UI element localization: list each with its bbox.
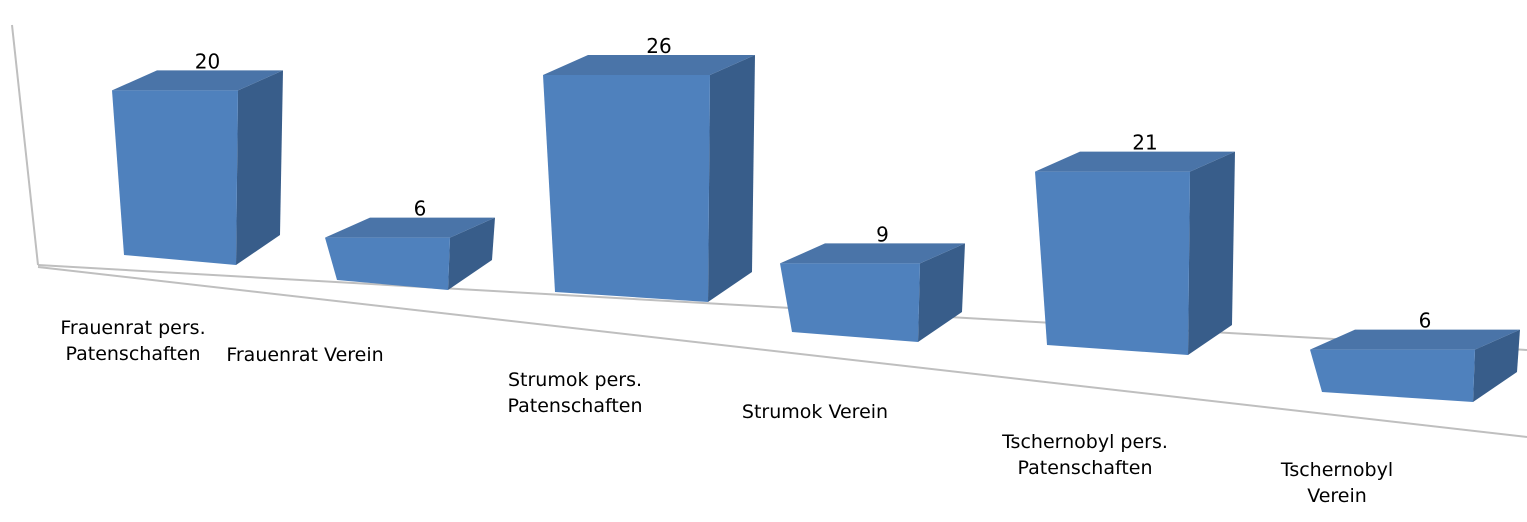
bar-top <box>112 70 283 91</box>
bar-top <box>780 243 965 264</box>
bar-side <box>1473 329 1520 402</box>
bar <box>1035 151 1235 355</box>
floor-back-edge <box>37 264 1527 351</box>
value-label: 20 <box>195 49 220 73</box>
bar <box>112 70 283 265</box>
value-label: 26 <box>646 34 671 58</box>
bar-front <box>780 263 920 342</box>
bar-side <box>236 70 283 265</box>
bar-front <box>325 237 450 290</box>
category-label: Strumok pers. Patenschaften <box>507 369 643 417</box>
bar <box>543 55 755 302</box>
bar-front <box>112 90 238 265</box>
category-label: Tschernobyl Verein <box>1280 459 1394 507</box>
bar-side <box>918 243 965 342</box>
bar <box>1310 329 1520 402</box>
bar-front <box>1035 171 1190 355</box>
floor-front-edge <box>37 266 1527 438</box>
bar-top <box>1310 329 1520 350</box>
bar-front <box>543 75 710 302</box>
category-label: Frauenrat Verein <box>226 344 384 366</box>
back-axis <box>11 24 39 266</box>
bar-side <box>1188 151 1235 355</box>
value-label: 6 <box>1419 309 1432 333</box>
category-label: Strumok Verein <box>741 401 889 423</box>
bar-side <box>448 217 495 290</box>
value-label: 6 <box>414 197 427 221</box>
category-label: Frauenrat pers. Patenschaften <box>60 317 206 365</box>
bar <box>780 243 965 342</box>
bar-top <box>325 217 495 238</box>
bar-top <box>1035 151 1235 172</box>
category-label: Tschernobyl pers. Patenschaften <box>1002 431 1168 479</box>
bar-side <box>708 55 755 302</box>
bar-top <box>543 55 755 75</box>
value-label: 9 <box>876 222 889 246</box>
bar <box>325 217 495 290</box>
value-label: 21 <box>1132 131 1157 155</box>
bar-front <box>1310 349 1475 402</box>
